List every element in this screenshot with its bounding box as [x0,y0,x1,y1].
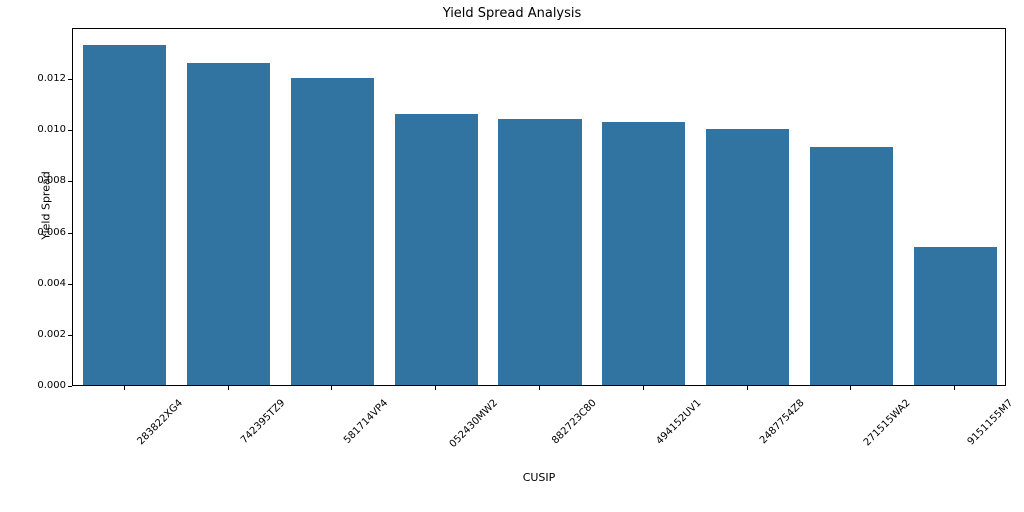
bar [810,147,893,385]
bar [914,247,997,385]
xtick-label: 581714VP4 [342,398,390,446]
xtick-mark [954,386,955,390]
bar [187,63,270,385]
xtick-label: 283822XG4 [135,398,185,448]
ytick-mark [68,79,72,80]
ytick-label: 0.008 [18,175,66,186]
xtick-label: 494152UV1 [654,398,703,447]
xtick-mark [747,386,748,390]
yield-spread-chart: Yield Spread Analysis Yield Spread CUSIP… [0,0,1024,512]
xtick-label: 742395TZ9 [239,398,287,446]
xtick-mark [435,386,436,390]
bar [395,114,478,385]
xtick-mark [331,386,332,390]
ytick-mark [68,181,72,182]
xtick-mark [643,386,644,390]
bar [602,122,685,385]
ytick-label: 0.006 [18,227,66,238]
ytick-mark [68,130,72,131]
xtick-mark [850,386,851,390]
plot-area [72,28,1006,386]
ytick-mark [68,335,72,336]
x-axis-label: CUSIP [72,471,1006,484]
ytick-label: 0.000 [18,380,66,391]
xtick-label: 9151155M7 [966,398,1016,448]
ytick-label: 0.010 [18,124,66,135]
xtick-mark [228,386,229,390]
xtick-mark [124,386,125,390]
chart-title: Yield Spread Analysis [0,6,1024,21]
bar [498,119,581,385]
xtick-label: 052430MW2 [448,398,500,450]
bar [83,45,166,385]
ytick-mark [68,284,72,285]
bar [706,129,789,385]
ytick-label: 0.002 [18,329,66,340]
ytick-label: 0.004 [18,278,66,289]
xtick-label: 271515WA2 [862,398,913,449]
xtick-label: 882723C80 [550,398,599,447]
ytick-mark [68,233,72,234]
xtick-mark [539,386,540,390]
ytick-mark [68,386,72,387]
xtick-label: 2487754Z8 [758,398,807,447]
bar [291,78,374,385]
ytick-label: 0.012 [18,73,66,84]
